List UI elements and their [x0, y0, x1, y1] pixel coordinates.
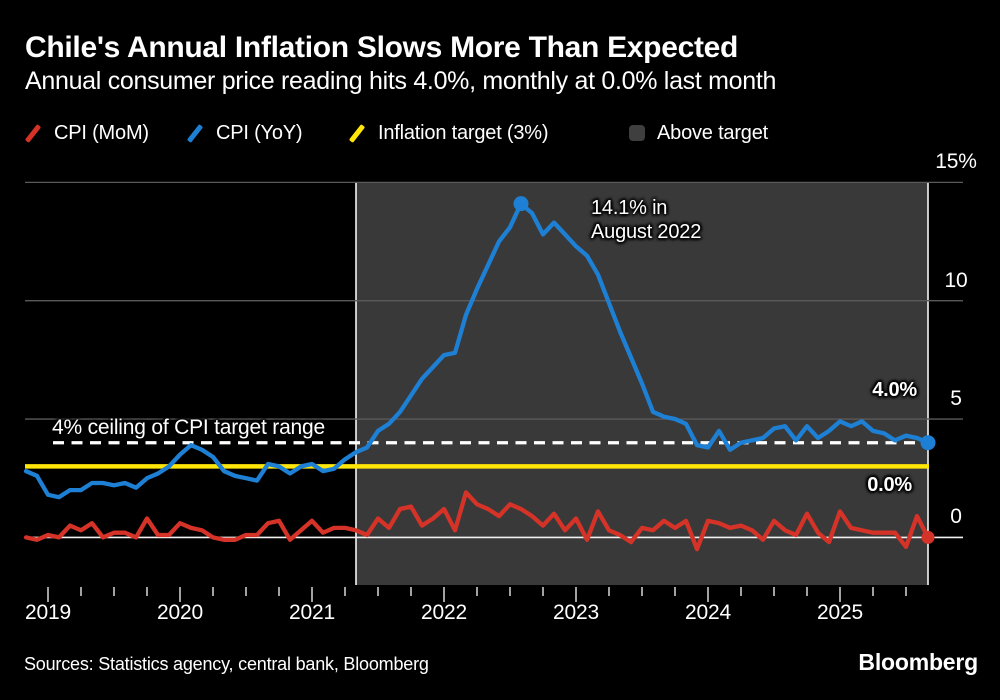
above-target-band-swatch: [629, 125, 645, 141]
y-axis-label-0: 0: [950, 505, 962, 528]
legend-item-cpi-mom: CPI (MoM): [23, 118, 149, 148]
legend-label-cpi-mom: CPI (MoM): [54, 121, 149, 144]
legend-label-above-target: Above target: [657, 121, 769, 144]
legend-label-cpi-yoy: CPI (YoY): [216, 121, 303, 144]
legend-item-above-target: Above target: [629, 118, 768, 148]
peak-annotation-line1: 14.1% in: [591, 197, 668, 219]
x-axis-year-label-2023: 2023: [553, 601, 599, 624]
legend-item-cpi-yoy: CPI (YoY): [185, 118, 303, 148]
yoy-latest-value-label: 4.0%: [872, 379, 917, 401]
chart-title: Chile's Annual Inflation Slows More Than…: [25, 31, 739, 64]
x-axis-year-label-2021: 2021: [289, 601, 335, 624]
y-axis-label-15pct: 15%: [935, 150, 977, 173]
x-axis-year-label-2024: 2024: [685, 601, 731, 624]
chart-legend: CPI (MoM) CPI (YoY) Inflation target (3%…: [0, 118, 1000, 148]
x-axis-year-label-2020: 2020: [157, 601, 203, 624]
legend-item-inflation-target: Inflation target (3%): [347, 118, 549, 148]
ceiling-annotation: 4% ceiling of CPI target range: [52, 416, 325, 439]
y-axis-label-5: 5: [950, 387, 962, 410]
x-axis-year-label-2022: 2022: [421, 601, 467, 624]
mom-latest-value-label: 0.0%: [867, 474, 912, 496]
x-axis-year-label-2019: 2019: [25, 601, 71, 624]
chart-subtitle: Annual consumer price reading hits 4.0%,…: [25, 67, 777, 95]
legend-label-inflation-target: Inflation target (3%): [378, 121, 549, 144]
sources-note: Sources: Statistics agency, central bank…: [24, 654, 429, 674]
bloomberg-logo: Bloomberg: [858, 649, 978, 675]
x-axis-year-label-2025: 2025: [817, 601, 863, 624]
y-axis-label-10: 10: [944, 269, 968, 292]
peak-annotation-line2: August 2022: [591, 221, 702, 243]
peak-annotation: 14.1% in August 2022: [591, 196, 701, 244]
